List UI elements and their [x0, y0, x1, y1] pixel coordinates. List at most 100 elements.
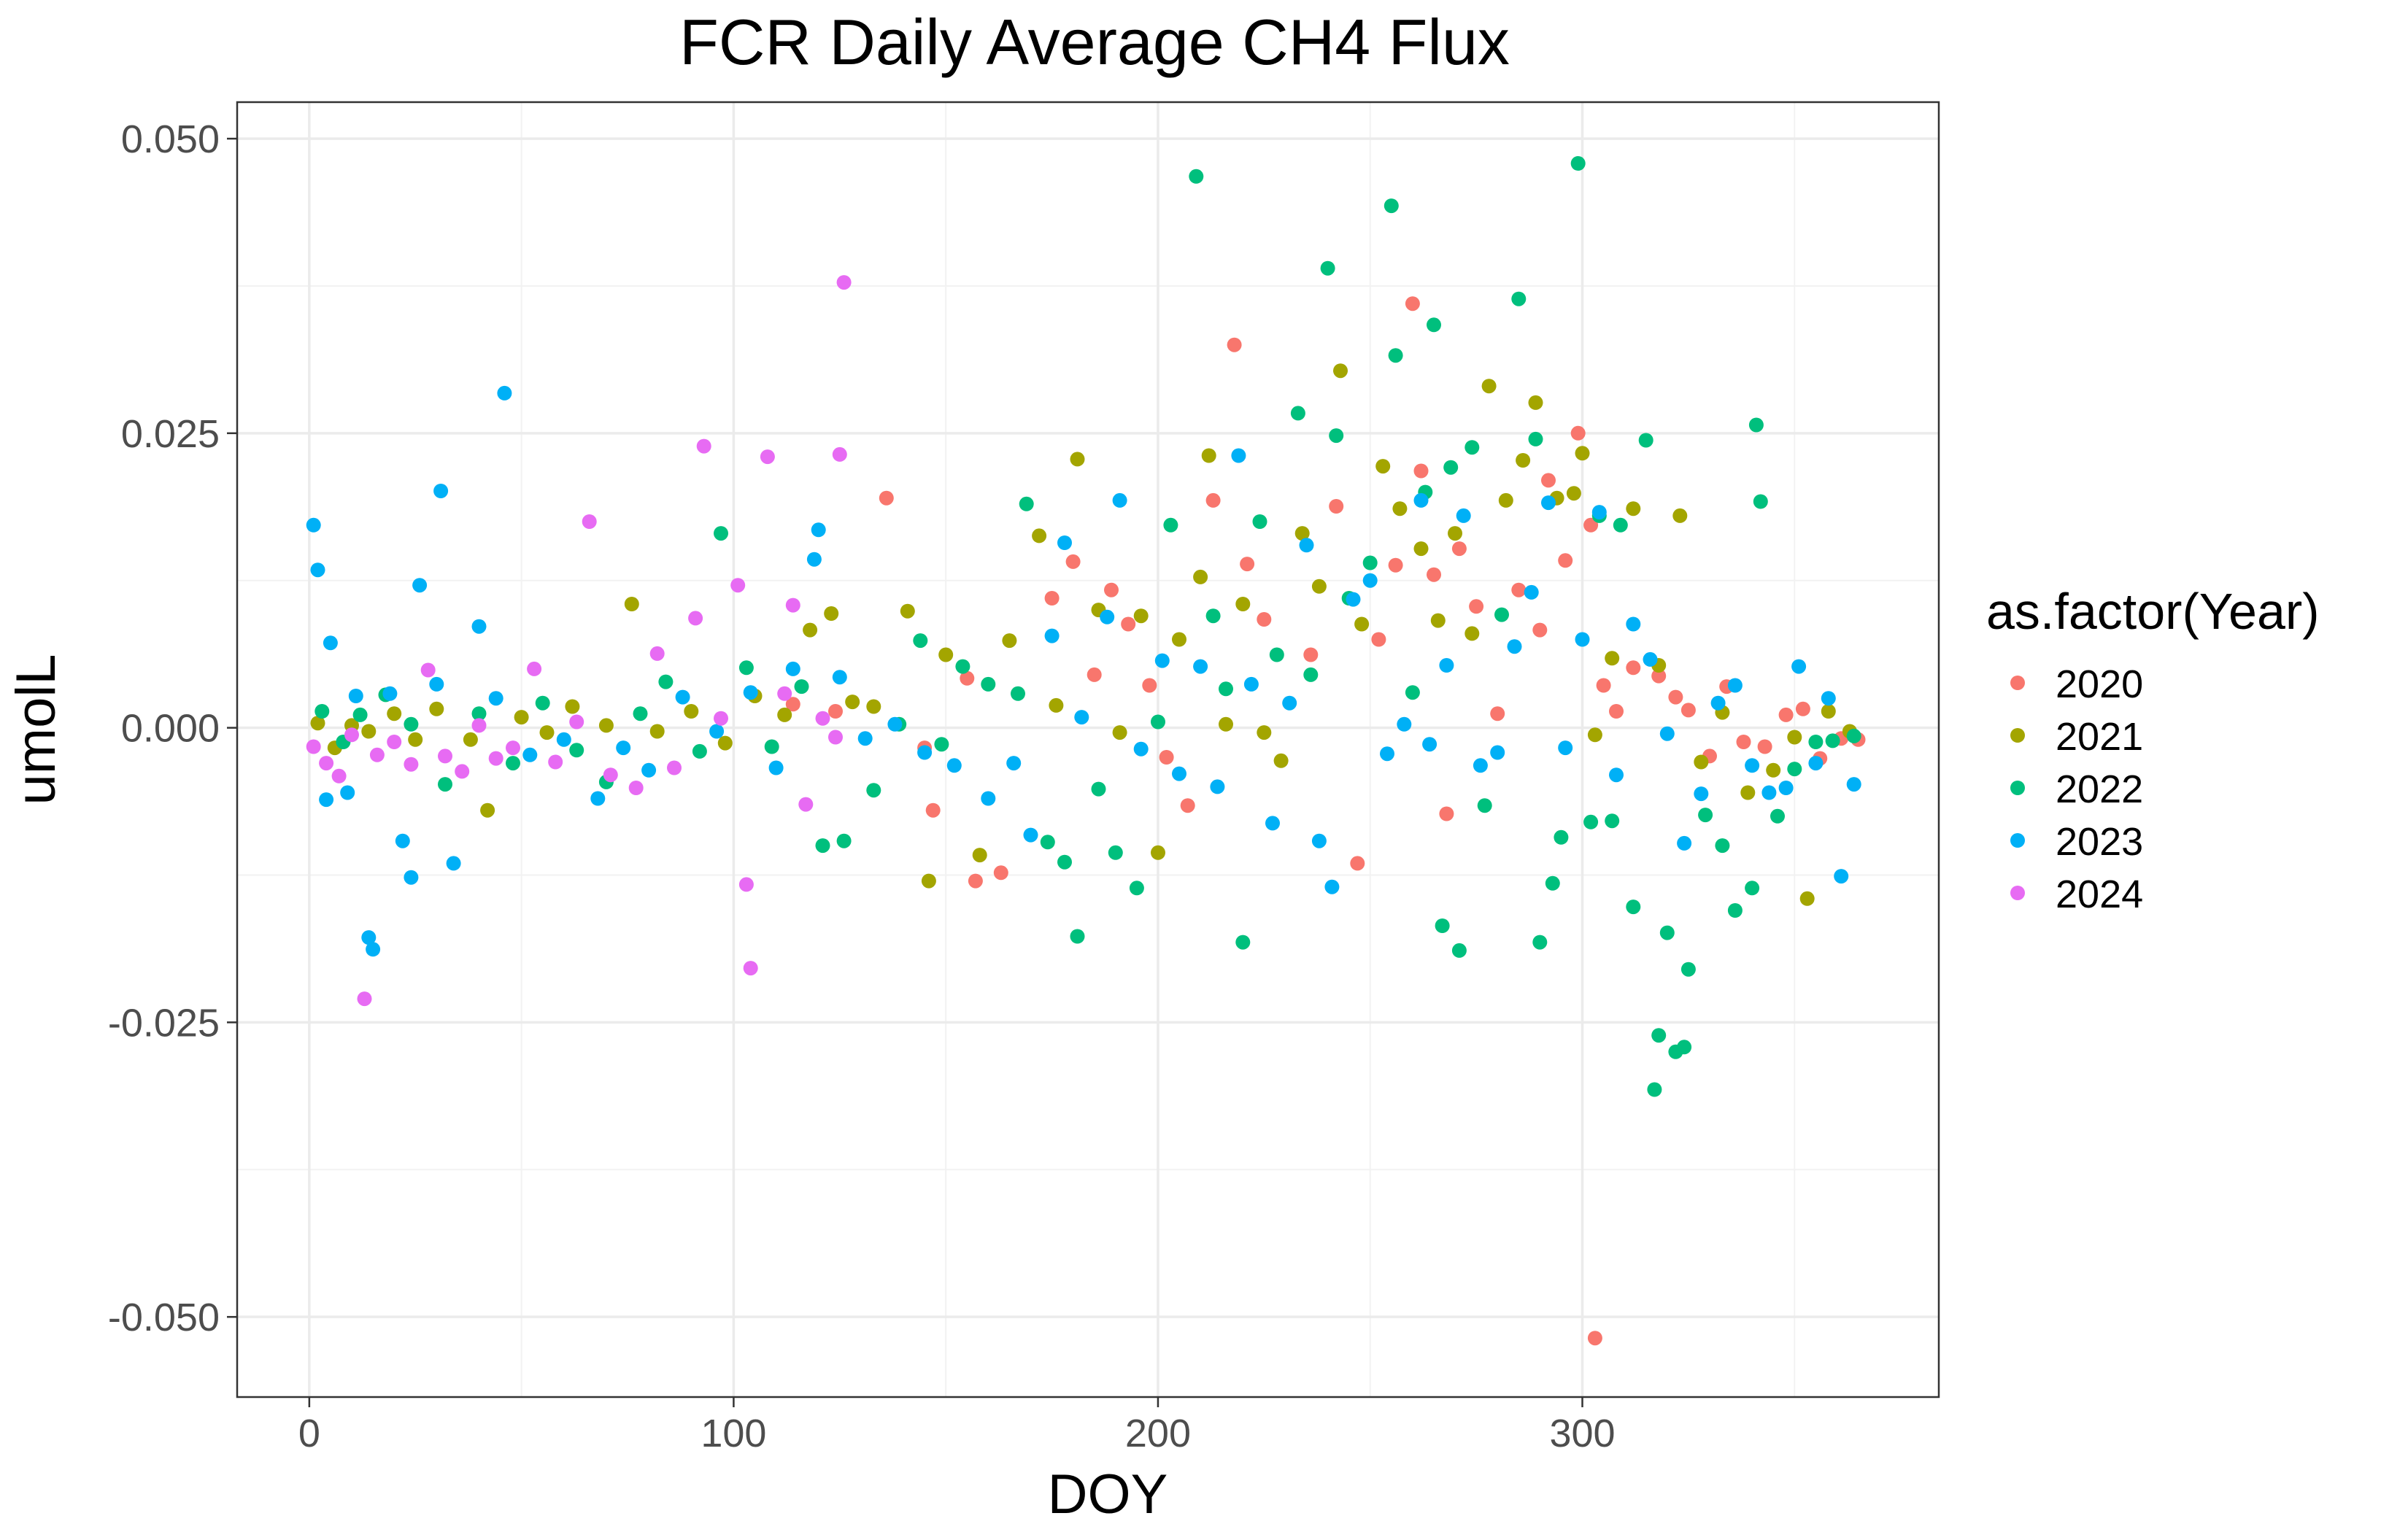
data-point: [1329, 428, 1344, 444]
data-point: [1205, 608, 1221, 624]
y-axis-title: umolL: [5, 654, 67, 805]
data-point: [1252, 514, 1267, 529]
x-tick-label: 200: [1125, 1412, 1191, 1455]
legend-label: 2021: [2056, 715, 2143, 759]
data-point: [1346, 592, 1361, 607]
data-point: [900, 603, 915, 619]
data-point: [1808, 756, 1824, 771]
data-point: [658, 674, 674, 689]
data-point: [1651, 668, 1667, 684]
data-point: [357, 991, 372, 1007]
data-point: [934, 737, 949, 752]
legend-item: 2024: [2010, 873, 2143, 916]
data-point: [798, 797, 814, 812]
data-point: [1057, 535, 1072, 550]
data-point: [471, 619, 487, 634]
data-point: [1413, 541, 1429, 557]
data-point: [1397, 716, 1412, 732]
data-point: [395, 833, 410, 848]
data-point: [1129, 881, 1144, 896]
data-point: [1384, 198, 1399, 214]
data-point: [806, 552, 822, 567]
data-point: [352, 707, 368, 722]
data-point: [1740, 785, 1756, 800]
legend-swatch: [2010, 676, 2025, 690]
data-point: [917, 745, 933, 760]
data-point: [598, 718, 614, 733]
data-point: [946, 758, 962, 773]
data-point: [1329, 499, 1344, 514]
data-point: [649, 646, 665, 661]
data-point: [408, 732, 423, 747]
data-point: [866, 783, 881, 798]
data-point: [1558, 740, 1573, 756]
data-point: [366, 942, 381, 957]
data-point: [455, 764, 470, 779]
data-point: [438, 748, 452, 764]
data-point: [1799, 891, 1815, 906]
legend-item: 2022: [2010, 767, 2143, 811]
data-point: [1451, 943, 1467, 958]
y-tick-label: 0.050: [121, 117, 220, 161]
data-point: [1821, 704, 1836, 719]
data-point: [1626, 501, 1641, 517]
legend-label: 2020: [2056, 662, 2143, 706]
data-point: [1490, 706, 1505, 721]
data-point: [811, 522, 826, 538]
data-point: [1570, 156, 1586, 171]
data-point: [1235, 597, 1251, 611]
data-point: [1235, 935, 1251, 950]
data-point: [993, 865, 1008, 881]
data-point: [319, 756, 334, 771]
data-point: [1643, 651, 1658, 667]
legend-swatch: [2010, 781, 2025, 795]
data-point: [1587, 1331, 1602, 1346]
data-point: [1324, 879, 1340, 894]
data-point: [955, 659, 970, 674]
data-point: [1269, 647, 1284, 662]
data-point: [1481, 379, 1497, 394]
data-point: [1541, 495, 1556, 511]
data-point: [404, 757, 419, 772]
data-point: [1680, 962, 1696, 977]
data-point: [1193, 569, 1208, 584]
data-point: [1532, 622, 1548, 638]
data-point: [714, 711, 728, 726]
series-2021: [310, 363, 1857, 906]
data-point: [1778, 707, 1794, 722]
data-point: [1172, 766, 1186, 781]
data-point: [1770, 808, 1785, 824]
data-point: [412, 578, 428, 593]
data-point: [1677, 1040, 1692, 1055]
x-tick-label: 300: [1549, 1412, 1615, 1455]
data-point: [1388, 557, 1403, 573]
data-point: [569, 714, 584, 730]
data-point: [777, 707, 792, 722]
y-tick-label: 0.025: [121, 412, 220, 456]
data-point: [582, 514, 597, 529]
data-point: [836, 833, 852, 848]
data-point: [1583, 814, 1599, 829]
data-point: [1205, 492, 1221, 508]
data-point: [1303, 667, 1319, 682]
data-point: [387, 735, 402, 749]
data-point: [760, 449, 775, 465]
legend: as.factor(Year) 2020 2021 2022 2023 2024: [1986, 583, 2320, 916]
data-point: [1757, 739, 1772, 754]
legend-swatch: [2010, 833, 2025, 848]
data-point: [1121, 616, 1136, 632]
data-point: [1006, 756, 1022, 771]
data-point: [1596, 678, 1611, 693]
data-point: [1465, 626, 1480, 641]
data-point: [506, 756, 520, 771]
legend-item: 2020: [2010, 662, 2143, 706]
data-point: [488, 751, 503, 766]
data-point: [1821, 691, 1836, 706]
data-point: [1265, 816, 1280, 831]
data-point: [1100, 609, 1115, 624]
data-point: [1023, 827, 1038, 843]
data-point: [1748, 417, 1764, 433]
data-point: [794, 679, 809, 695]
data-point: [1715, 838, 1730, 854]
data-point: [803, 622, 818, 638]
